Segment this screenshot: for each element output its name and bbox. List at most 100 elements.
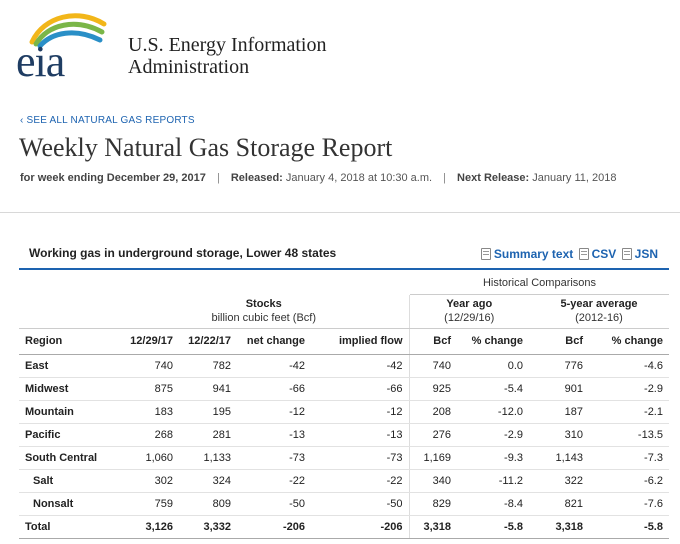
value-cell: -73: [237, 446, 311, 470]
value-cell: -6.2: [589, 469, 669, 493]
value-cell: 1,143: [529, 446, 589, 470]
document-icon: [621, 248, 632, 260]
value-cell: 324: [179, 469, 237, 493]
value-cell: 310: [529, 423, 589, 447]
next-release-label: Next Release:: [457, 172, 530, 184]
value-cell: 759: [119, 492, 179, 516]
value-cell: -50: [237, 492, 311, 516]
historical-comparisons-header: Historical Comparisons: [408, 272, 669, 295]
table-row: South Central 1,060 1,133 -73 -73 1,169 -9.3 1,…: [19, 446, 669, 470]
csv-link[interactable]: CSV: [578, 247, 617, 261]
region-cell: Pacific: [19, 423, 119, 447]
value-cell: -73: [311, 446, 409, 470]
stocks-group-header: Stocks billion cubic feet (Bcf): [119, 294, 409, 329]
table-row: Mountain 183 195 -12 -12 208 -12.0 187 -2.1: [19, 400, 669, 424]
value-cell: 195: [179, 400, 237, 424]
next-release-value: January 11, 2018: [532, 172, 617, 184]
table-header-groups: Stocks billion cubic feet (Bcf) Year ago…: [19, 294, 669, 329]
table-title: Working gas in underground storage, Lowe…: [29, 246, 337, 260]
table-column-headers: Region 12/29/17 12/22/17 net change implied …: [19, 328, 669, 355]
year-ago-group-header: Year ago (12/29/16): [408, 294, 529, 329]
region-cell: South Central: [19, 446, 119, 470]
value-cell: 809: [179, 492, 237, 516]
logo-wordmark: eia: [16, 37, 65, 86]
value-cell: -13: [311, 423, 409, 447]
value-cell: -206: [237, 515, 311, 539]
value-cell: 901: [529, 377, 589, 401]
table-row: East 740 782 -42 -42 740 0.0 776 -4.6: [19, 354, 669, 378]
value-cell: -50: [311, 492, 409, 516]
value-cell: 276: [408, 423, 457, 447]
region-cell: Salt: [19, 469, 119, 493]
column-header: Region: [19, 328, 119, 355]
value-cell: 187: [529, 400, 589, 424]
column-header: 12/22/17: [179, 328, 237, 355]
site-header: eia U.S. Energy Information Administrati…: [0, 0, 680, 212]
value-cell: 3,318: [529, 515, 589, 539]
value-cell: 340: [408, 469, 457, 493]
table-row: Total 3,126 3,332 -206 -206 3,318 -5.8 3,318 -5.…: [19, 515, 669, 539]
table-row: Salt 302 324 -22 -22 340 -11.2 322 -6.2: [19, 469, 669, 493]
logo-swoosh-icon: [29, 13, 107, 49]
value-cell: -5.8: [457, 515, 529, 539]
json-label: JSN: [634, 247, 658, 261]
value-cell: 740: [408, 354, 457, 378]
value-cell: 3,126: [119, 515, 179, 539]
value-cell: 1,133: [179, 446, 237, 470]
column-header: Bcf: [529, 328, 589, 355]
column-header: % change: [457, 328, 529, 355]
table-body: East 740 782 -42 -42 740 0.0 776 -4.6 Midwest 875 9…: [19, 354, 669, 539]
value-cell: -9.3: [457, 446, 529, 470]
value-cell: -12: [311, 400, 409, 424]
eia-logo[interactable]: [14, 8, 110, 80]
five-year-group-header: 5-year average (2012-16): [529, 294, 669, 329]
column-header: net change: [237, 328, 311, 355]
year-ago-label: Year ago: [446, 298, 493, 310]
value-cell: 776: [529, 354, 589, 378]
value-cell: -8.4: [457, 492, 529, 516]
table-row: Pacific 268 281 -13 -13 276 -2.9 310 -13.5: [19, 423, 669, 447]
value-cell: -42: [311, 354, 409, 378]
region-cell: East: [19, 354, 119, 378]
region-cell: Mountain: [19, 400, 119, 424]
value-cell: 782: [179, 354, 237, 378]
value-cell: -42: [237, 354, 311, 378]
summary-text-label: Summary text: [493, 247, 574, 261]
value-cell: -2.1: [589, 400, 669, 424]
value-cell: -7.6: [589, 492, 669, 516]
value-cell: 821: [529, 492, 589, 516]
value-cell: -66: [237, 377, 311, 401]
value-cell: 322: [529, 469, 589, 493]
value-cell: 281: [179, 423, 237, 447]
region-cell: Total: [19, 515, 119, 539]
csv-label: CSV: [591, 247, 617, 261]
value-cell: 302: [119, 469, 179, 493]
value-cell: 3,318: [408, 515, 457, 539]
json-link[interactable]: JSN: [621, 247, 658, 261]
column-header: % change: [589, 328, 669, 355]
column-header: Bcf: [408, 328, 457, 355]
value-cell: -22: [237, 469, 311, 493]
value-cell: -22: [311, 469, 409, 493]
summary-text-link[interactable]: Summary text: [480, 247, 574, 261]
page-title: Weekly Natural Gas Storage Report: [19, 133, 393, 162]
value-cell: 740: [119, 354, 179, 378]
column-header: 12/29/17: [119, 328, 179, 355]
org-name: U.S. Energy Information Administration: [128, 34, 327, 78]
table-top-rule: [19, 268, 669, 270]
value-cell: -5.4: [457, 377, 529, 401]
see-all-reports-link[interactable]: ‹ SEE ALL NATURAL GAS REPORTS: [20, 115, 195, 126]
table-row: Nonsalt 759 809 -50 -50 829 -8.4 821 -7.6: [19, 492, 669, 516]
value-cell: -13.5: [589, 423, 669, 447]
released-label: Released:: [230, 172, 283, 184]
stocks-unit: billion cubic feet (Bcf): [211, 311, 317, 324]
value-cell: -66: [311, 377, 409, 401]
value-cell: -13: [237, 423, 311, 447]
week-ending: for week ending December 29, 2017: [20, 172, 206, 184]
section-divider: [0, 212, 680, 213]
stocks-label: Stocks: [245, 297, 282, 310]
year-ago-date: (12/29/16): [444, 312, 495, 324]
storage-table: Historical Comparisons Stocks billion cu…: [19, 272, 669, 539]
value-cell: 875: [119, 377, 179, 401]
value-cell: -7.3: [589, 446, 669, 470]
